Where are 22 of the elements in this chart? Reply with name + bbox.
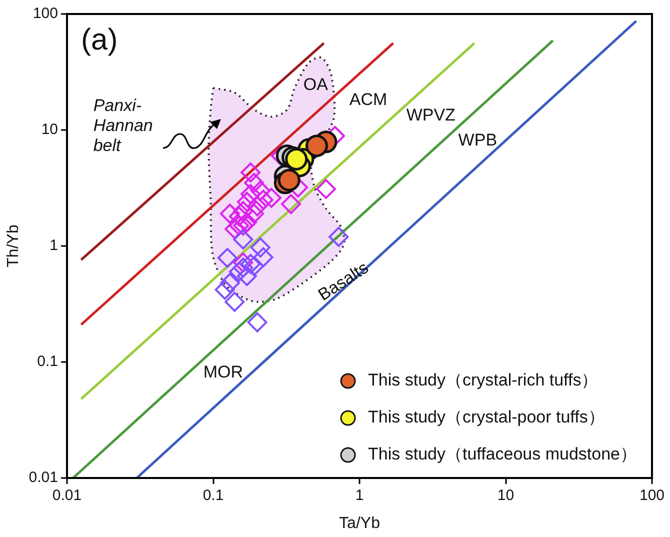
annotation: Panxi-Hannan belt xyxy=(93,96,153,156)
x-tick-label: 0.01 xyxy=(52,487,82,504)
y-tick-label: 1 xyxy=(50,237,58,254)
x-axis-title: Ta/Yb xyxy=(339,514,380,532)
annotation: WPVZ xyxy=(406,105,456,124)
annotation: WPB xyxy=(458,130,498,150)
annotation: OA xyxy=(303,75,329,94)
y-tick-label: 0.01 xyxy=(28,469,58,486)
annotation: MOR xyxy=(203,362,244,382)
annotation: ACM xyxy=(349,90,388,109)
x-tick-label: 100 xyxy=(639,487,665,504)
annotation: (a) xyxy=(81,23,118,56)
x-tick-label: 0.1 xyxy=(202,487,224,504)
y-tick-label: 100 xyxy=(32,5,58,22)
legend-label: This study（crystal-rich tuffs） xyxy=(368,370,598,390)
legend-label: This study（crystal-poor tuffs） xyxy=(368,408,605,427)
x-tick-label: 10 xyxy=(497,487,514,504)
y-tick-label: 0.1 xyxy=(37,353,58,370)
y-tick-label: 10 xyxy=(41,121,58,138)
legend-label: This study（tuffaceous mudstone） xyxy=(368,444,638,464)
x-tick-label: 1 xyxy=(355,487,364,504)
y-axis-title: Th/Yb xyxy=(5,224,22,268)
